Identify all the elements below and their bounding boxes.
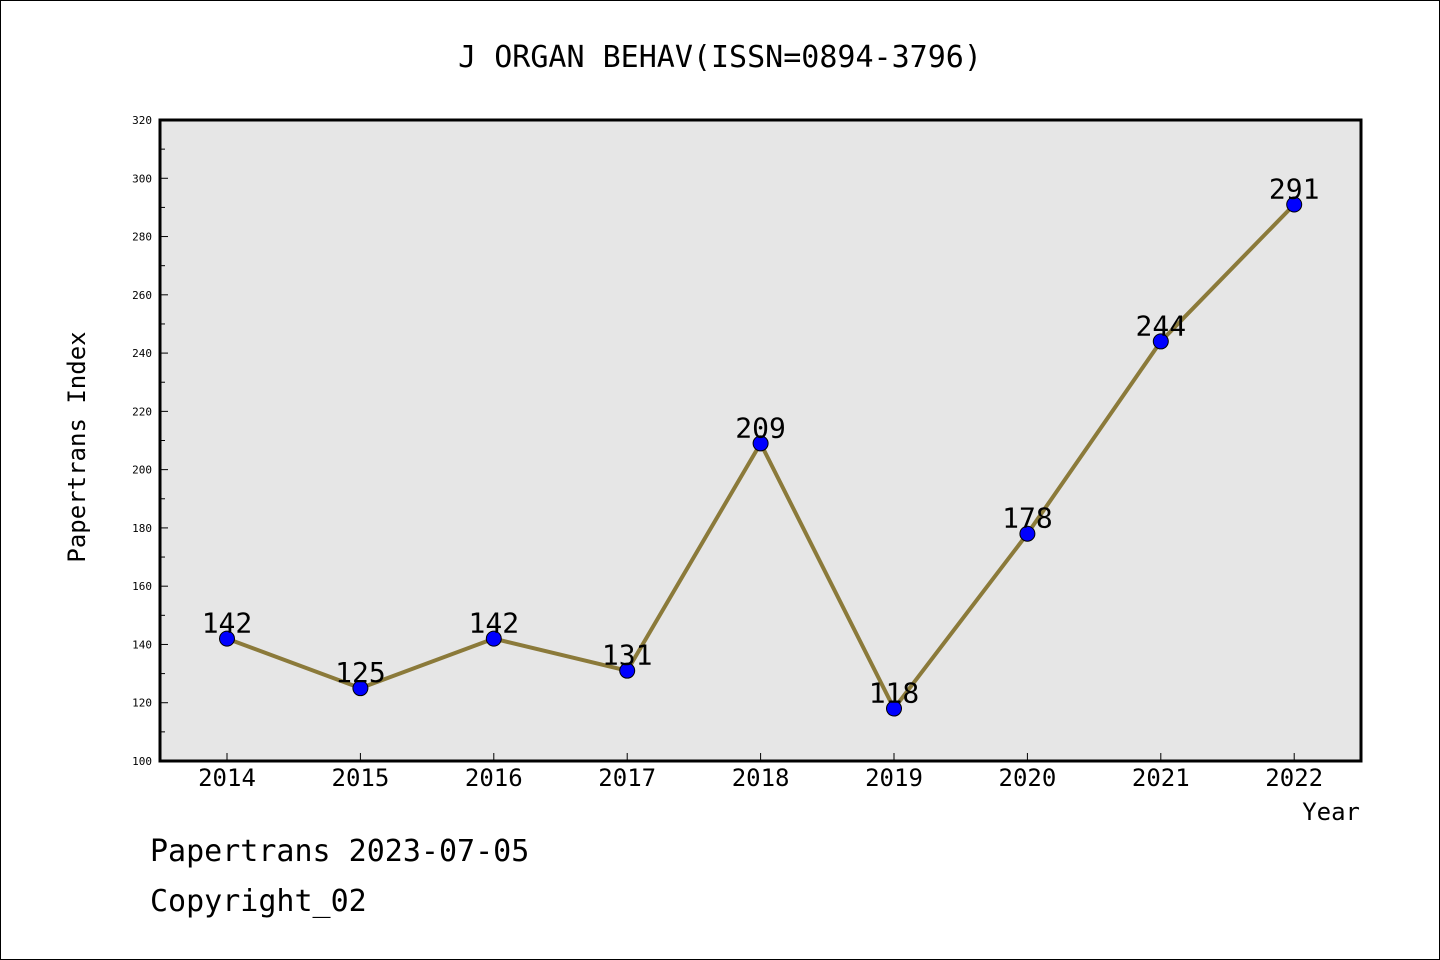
y-tick-label: 120: [132, 697, 152, 710]
data-point-marker: [1286, 196, 1303, 213]
x-tick-label: 2022: [1265, 764, 1323, 792]
chart-title: J ORGAN BEHAV(ISSN=0894-3796): [458, 40, 982, 75]
y-tick-label: 280: [132, 231, 152, 244]
x-tick-label: 2015: [332, 764, 390, 792]
x-tick-label: 2014: [198, 764, 256, 792]
data-label: 291: [1269, 172, 1320, 205]
x-axis-label: Year: [1302, 798, 1360, 826]
data-point-marker: [886, 700, 902, 717]
y-tick-label: 200: [132, 464, 152, 477]
y-axis: 100 120 140 160 180 200 220 240 260 280 300 320: [132, 114, 168, 768]
y-axis-label: Papertrans Index: [63, 331, 91, 562]
data-point-marker: [485, 630, 502, 647]
data-labels-group: 142 125 142 131 209 118 178 244 291: [202, 172, 1320, 709]
y-tick-label: 220: [132, 405, 152, 418]
series-line-group: [219, 196, 1303, 717]
data-label: 142: [469, 607, 520, 640]
x-tick-label: 2018: [732, 764, 790, 792]
data-label: 209: [735, 411, 786, 444]
y-tick-label: 240: [132, 347, 152, 360]
data-point-marker: [752, 435, 769, 452]
data-point-marker: [219, 630, 235, 647]
footer-copyright-text: Copyright_02: [150, 884, 367, 919]
footer-date-text: Papertrans 2023-07-05: [150, 834, 530, 869]
y-tick-label: 260: [132, 289, 152, 302]
x-tick-label: 2020: [999, 764, 1057, 792]
data-point-marker: [352, 680, 369, 697]
y-tick-label: 180: [132, 522, 152, 535]
x-tick-label: 2017: [598, 764, 656, 792]
y-tick-label: 300: [132, 172, 152, 185]
data-label: 244: [1136, 309, 1187, 342]
data-label: 118: [869, 677, 920, 710]
x-tick-label: 2021: [1132, 764, 1190, 792]
data-point-marker: [1019, 525, 1036, 542]
data-label: 142: [202, 607, 253, 640]
data-label: 125: [335, 656, 386, 689]
y-tick-label: 100: [132, 755, 152, 768]
data-label: 178: [1002, 502, 1053, 535]
data-point-marker: [1152, 333, 1169, 350]
x-tick-label: 2016: [465, 764, 523, 792]
x-tick-label: 2019: [865, 764, 923, 792]
y-tick-label: 140: [132, 638, 152, 651]
data-label: 131: [602, 639, 653, 672]
y-tick-label: 320: [132, 114, 152, 127]
y-tick-label: 160: [132, 580, 152, 593]
x-axis: 2014 2015 2016 2017 2018 2019 2020 2021 2022: [198, 753, 1323, 792]
data-point-marker: [619, 662, 636, 679]
